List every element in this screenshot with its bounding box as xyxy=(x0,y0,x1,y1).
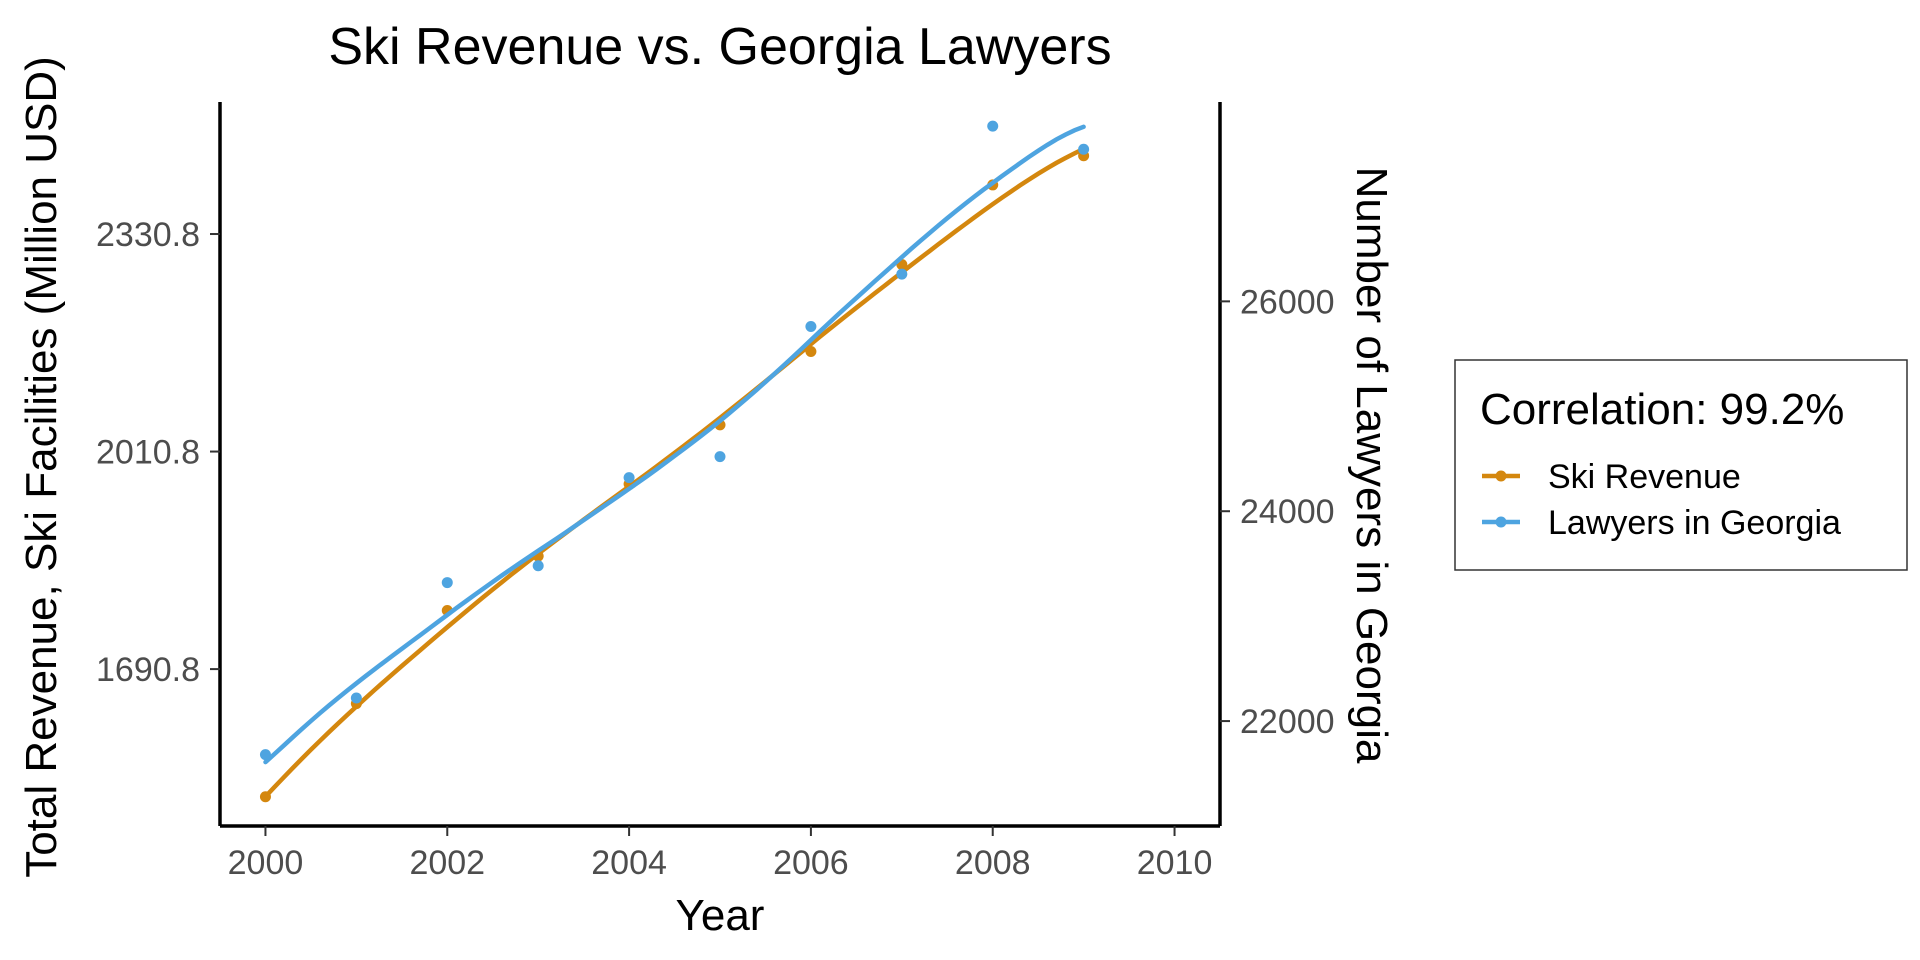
ski-revenue-point xyxy=(259,791,271,803)
lawyers-point xyxy=(350,692,362,704)
legend-title: Correlation: 99.2% xyxy=(1480,385,1844,434)
x-tick-label: 2008 xyxy=(955,844,1031,882)
x-tick-label: 2004 xyxy=(591,844,667,882)
legend-box xyxy=(1454,359,1908,571)
ski-revenue-point xyxy=(805,345,817,357)
lawyers-point xyxy=(805,321,817,333)
legend-label-lawyers: Lawyers in Georgia xyxy=(1548,504,1841,542)
y-axis-left-title: Total Revenue, Ski Facilities (Million U… xyxy=(17,56,66,878)
x-tick-label: 2002 xyxy=(409,844,485,882)
lawyers-point xyxy=(259,749,271,761)
legend-items: Ski Revenue Lawyers in Georgia xyxy=(1482,458,1841,542)
legend-marker-lawyers xyxy=(1495,516,1507,528)
y-left-tick-label: 1690.8 xyxy=(96,651,200,689)
y-right-tick-label: 24000 xyxy=(1240,493,1335,531)
x-axis-title: Year xyxy=(676,891,765,940)
x-tick-label: 2000 xyxy=(228,844,304,882)
lawyers-point xyxy=(623,472,635,484)
lawyers-point xyxy=(987,120,999,132)
y-axis-right-title: Number of Lawyers in Georgia xyxy=(1347,167,1396,764)
y-right-tick-label: 22000 xyxy=(1240,703,1335,741)
lawyers-point xyxy=(532,560,544,572)
lawyers-point xyxy=(714,451,726,463)
chart-title: Ski Revenue vs. Georgia Lawyers xyxy=(328,18,1111,76)
lawyers-point xyxy=(896,268,908,280)
y-left-tick-label: 2330.8 xyxy=(96,216,200,254)
x-tick-label: 2006 xyxy=(773,844,849,882)
legend: Correlation: 99.2% Ski Revenue Lawyers in… xyxy=(1454,359,1908,571)
lawyers-line xyxy=(263,124,1086,765)
y-right-tick-label: 26000 xyxy=(1240,283,1335,321)
legend-marker-ski-revenue xyxy=(1495,470,1507,482)
lawyers-point xyxy=(1078,143,1090,155)
axes: 2000 2002 2004 2006 2008 2010 1690.8 2010.8 2330… xyxy=(96,102,1335,882)
ski-revenue-line xyxy=(263,146,1086,799)
x-tick-label: 2010 xyxy=(1137,844,1213,882)
legend-label-ski-revenue: Ski Revenue xyxy=(1548,458,1741,496)
y-left-tick-label: 2010.8 xyxy=(96,434,200,472)
series-layer xyxy=(259,120,1090,803)
lawyers-point xyxy=(441,577,453,589)
